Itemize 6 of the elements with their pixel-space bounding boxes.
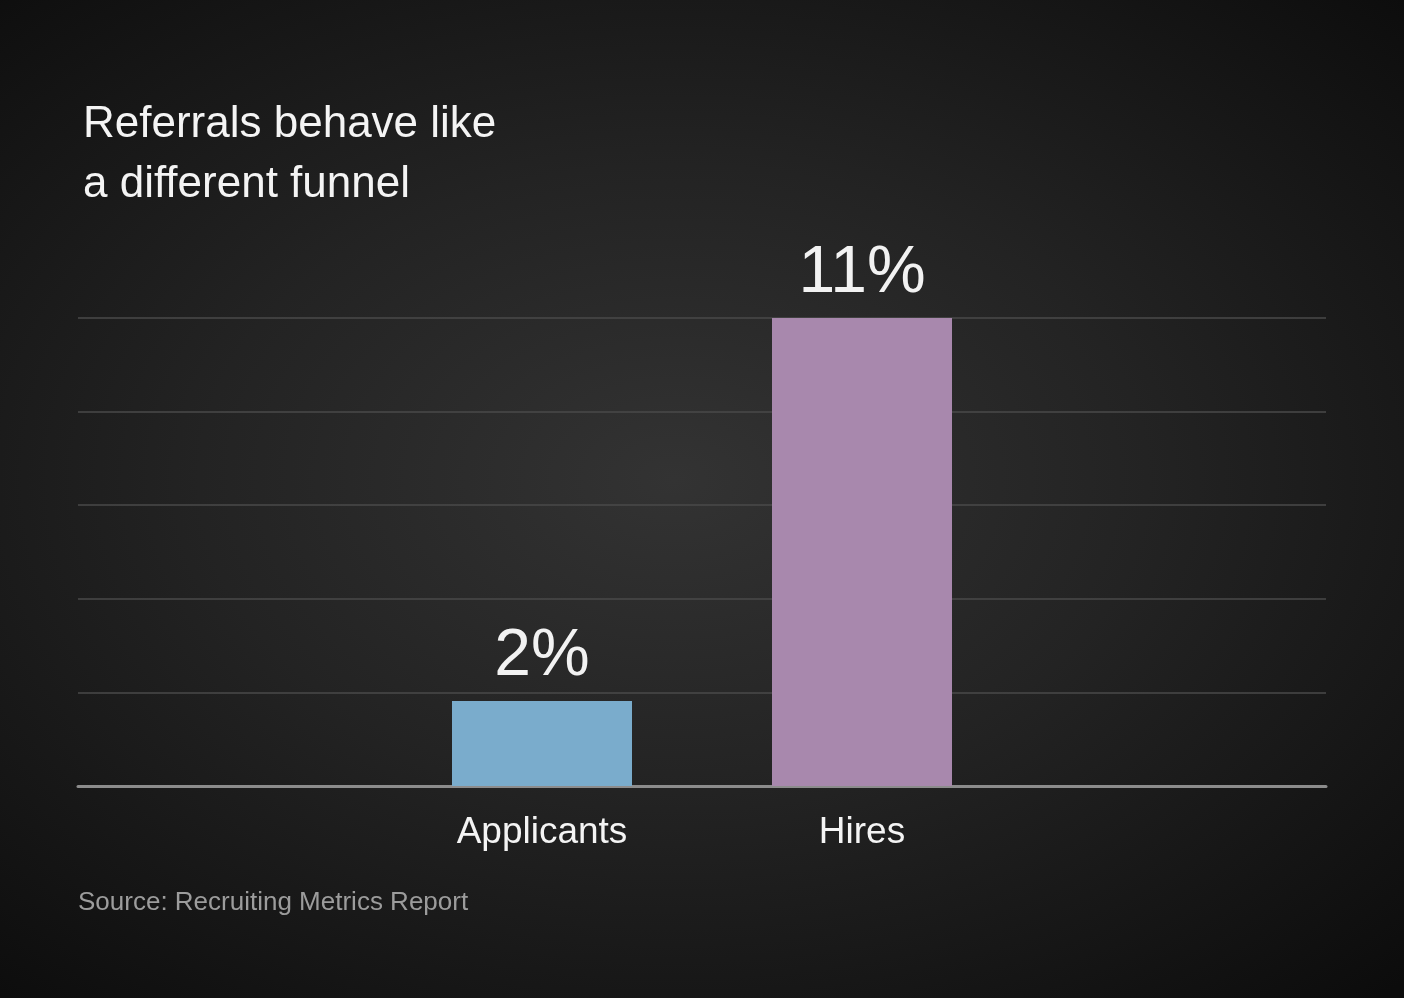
x-tick-label: Hires bbox=[818, 810, 906, 851]
data-label: 2% bbox=[494, 614, 590, 689]
data-label: 11% bbox=[798, 232, 926, 306]
chart-title: Referrals behave like a different funnel bbox=[83, 96, 509, 206]
source-note: Source: Recruiting Metrics Report bbox=[78, 886, 469, 916]
x-tick-label: Applicants bbox=[456, 810, 628, 851]
